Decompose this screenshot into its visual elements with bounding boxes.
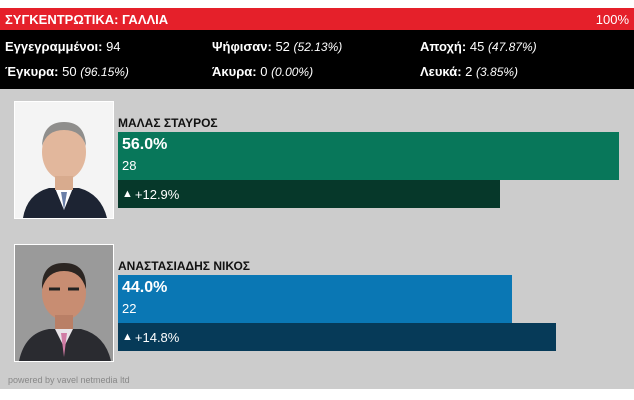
stat-abstention-pct: (47.87%): [487, 40, 537, 54]
candidate-photo-2: [14, 244, 114, 362]
stat-voted-label: Ψήφισαν:: [212, 39, 272, 54]
stat-abstention-value: 45: [469, 39, 485, 54]
header-title: ΣΥΓΚΕΝΤΡΩΤΙΚΑ: ΓΑΛΛΙΑ: [5, 11, 169, 27]
stat-registered-label: Εγγεγραμμένοι:: [5, 39, 103, 54]
stat-blank: Λευκά: 2 (3.85%): [420, 64, 518, 79]
candidate-change-1: +12.9%: [134, 186, 180, 202]
results-header: ΣΥΓΚΕΝΤΡΩΤΙΚΑ: ΓΑΛΛΙΑ 100%: [0, 8, 634, 30]
stat-valid: Έγκυρα: 50 (96.15%): [5, 64, 129, 79]
stat-registered: Εγγεγραμμένοι: 94: [5, 39, 121, 54]
up-arrow-icon: ▲: [122, 331, 133, 343]
stat-invalid-label: Άκυρα:: [212, 64, 257, 79]
stat-invalid: Άκυρα: 0 (0.00%): [212, 64, 313, 79]
stat-invalid-value: 0: [260, 64, 268, 79]
stat-abstention-label: Αποχή:: [420, 39, 467, 54]
stat-abstention: Αποχή: 45 (47.87%): [420, 39, 537, 54]
stat-valid-value: 50: [62, 64, 77, 79]
candidate-share-bar-1: 56.0% 28: [118, 132, 619, 180]
candidate-votes-1: 28: [122, 158, 137, 173]
candidate-percent-2: 44.0%: [122, 279, 168, 296]
candidate-change-bar-1: ▲ +12.9%: [118, 180, 500, 208]
candidate-share-bar-2: 44.0% 22: [118, 275, 512, 323]
stat-voted-pct: (52.13%): [293, 40, 343, 54]
powered-by-footer[interactable]: powered by vavel netmedia ltd: [8, 375, 130, 385]
stat-blank-pct: (3.85%): [476, 65, 519, 79]
candidate-change-2: +14.8%: [134, 329, 180, 345]
header-percent: 100%: [595, 11, 629, 27]
candidate-name-2: ΑΝΑΣΤΑΣΙΑΔΗΣ ΝΙΚΟΣ: [118, 259, 250, 273]
candidate-name-1: ΜΑΛΑΣ ΣΤΑΥΡΟΣ: [118, 116, 218, 130]
candidate-change-bar-2: ▲ +14.8%: [118, 323, 556, 351]
stat-registered-value: 94: [106, 39, 121, 54]
stat-voted-value: 52: [275, 39, 290, 54]
stat-invalid-pct: (0.00%): [271, 65, 314, 79]
candidate-votes-2: 22: [122, 301, 137, 316]
stats-panel: Εγγεγραμμένοι: 94 Ψήφισαν: 52 (52.13%) Α…: [0, 30, 634, 89]
up-arrow-icon: ▲: [122, 188, 133, 200]
stat-valid-pct: (96.15%): [80, 65, 129, 79]
candidate-photo-1: [14, 101, 114, 219]
candidate-percent-1: 56.0%: [122, 136, 168, 153]
stat-blank-label: Λευκά:: [420, 64, 462, 79]
stat-voted: Ψήφισαν: 52 (52.13%): [212, 39, 342, 54]
stat-blank-value: 2: [465, 64, 473, 79]
stat-valid-label: Έγκυρα:: [5, 64, 59, 79]
